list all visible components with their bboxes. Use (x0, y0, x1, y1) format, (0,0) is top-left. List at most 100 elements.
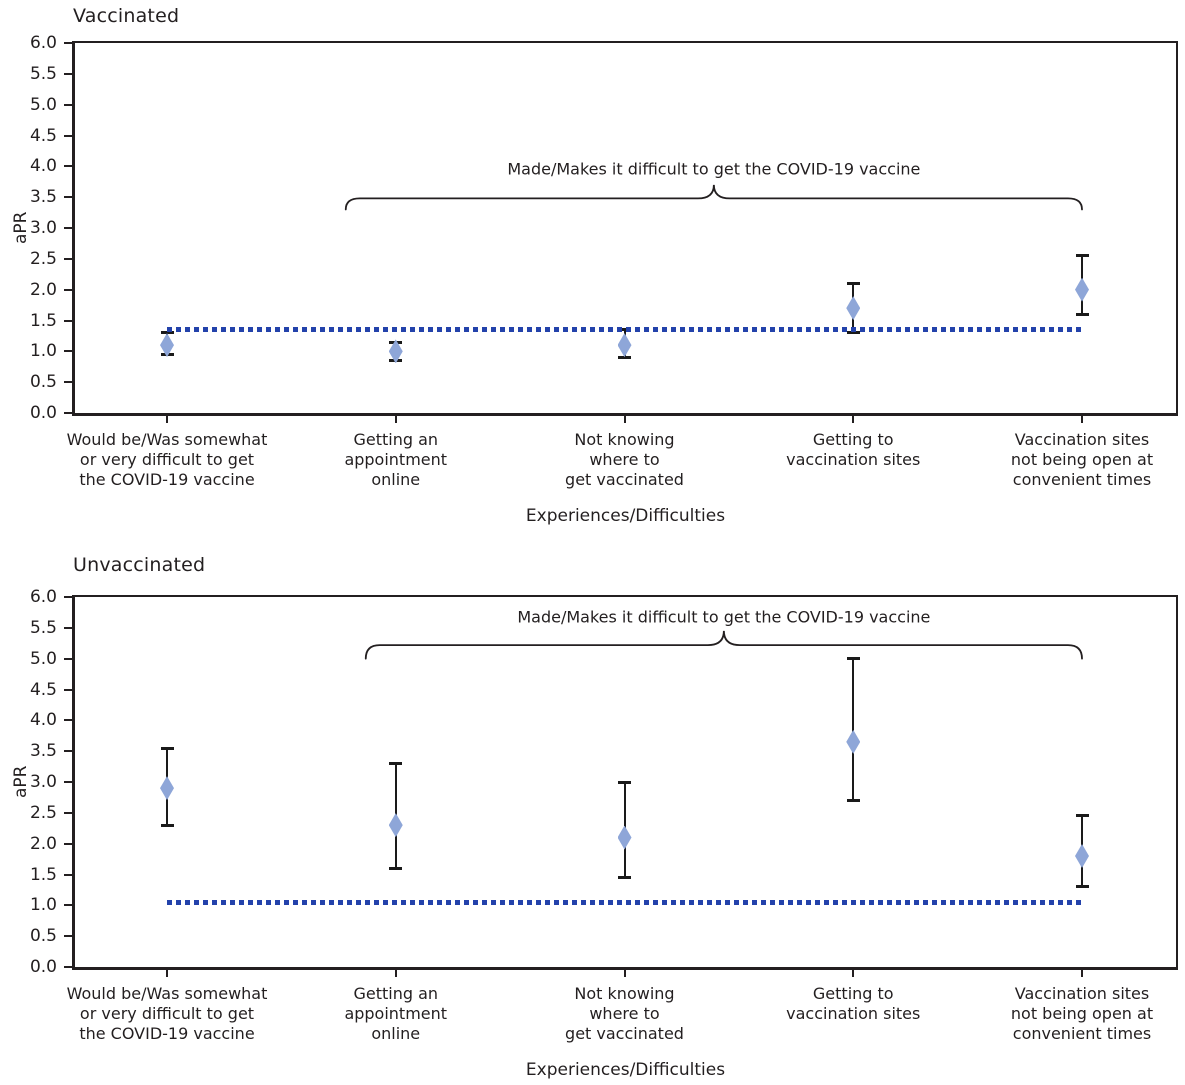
error-bar-cap-bottom (389, 866, 403, 870)
y-axis-tick-label: 2.0 (29, 833, 57, 854)
y-axis-tick-label: 4.5 (29, 679, 57, 700)
category-label: Getting an appointment online (261, 430, 531, 490)
category-label-line: Vaccination sites (1014, 984, 1150, 1003)
category-label-line: not being open at (1010, 1004, 1154, 1023)
chart-title: Unvaccinated (73, 554, 206, 576)
category-label-line: the COVID-19 vaccine (79, 470, 255, 489)
brace-path (364, 630, 1083, 660)
y-axis-tick (64, 842, 72, 845)
category-label-line: appointment (344, 1004, 448, 1023)
plot-area: aPR Experiences/Difficulties 0.0 0.5 1.0 1.… (11, 33, 1178, 526)
x-axis-tick (1081, 970, 1083, 977)
brace (344, 184, 1083, 211)
y-axis-tick-label: 2.5 (29, 248, 57, 269)
y-axis-tick-label: 1.5 (29, 310, 57, 331)
error-bar-cap-bottom (846, 799, 860, 802)
y-axis-tick-label: 4.0 (29, 156, 57, 177)
y-axis-tick (64, 103, 72, 106)
y-axis-tick (64, 288, 72, 291)
y-axis-tick-label: 5.5 (29, 617, 57, 638)
error-bar-cap-top (160, 746, 174, 750)
x-axis-tick (1081, 416, 1083, 423)
error-bar (852, 658, 855, 801)
category-label-line: or very difficult to get (79, 450, 255, 469)
category-label-line: not being open at (1010, 450, 1154, 469)
category-label-line: appointment (344, 450, 448, 469)
data-point-diamond (846, 729, 861, 754)
y-axis-tick (64, 811, 72, 814)
category-label-line: the COVID-19 vaccine (79, 1024, 255, 1043)
category-label-line: where to (589, 450, 660, 469)
category-label-line: where to (589, 1004, 660, 1023)
y-axis-tick (64, 412, 72, 414)
brace-annotation-text: Made/Makes it difficult to get the COVID… (517, 607, 931, 627)
error-bar-cap-top (1075, 814, 1089, 818)
data-point-diamond (160, 776, 174, 801)
x-axis-tick (852, 416, 855, 423)
chart-unvaccinated: Unvaccinated aPR Experiences/Difficultie… (0, 545, 1185, 1085)
category-label-line: or very difficult to get (79, 1004, 255, 1023)
x-axis-tick (394, 970, 397, 977)
y-axis-tick (64, 257, 72, 260)
x-axis-tick (623, 416, 626, 423)
y-axis-tick (64, 657, 72, 660)
error-bar-cap-top (846, 657, 860, 661)
data-point-diamond (617, 825, 632, 850)
error-bar-cap-bottom (1075, 885, 1089, 889)
y-axis-tick-label: 1.0 (29, 895, 57, 916)
y-axis-tick-label: 0.5 (29, 926, 57, 947)
x-axis-tick (166, 416, 168, 423)
error-bar-cap-bottom (160, 823, 174, 827)
category-label-line: Getting to (812, 984, 894, 1003)
y-axis-tick-label: 1.5 (29, 864, 57, 885)
x-axis-tick (623, 970, 626, 977)
error-bar-cap-bottom (846, 331, 860, 335)
category-label-line: Getting to (812, 430, 894, 449)
error-bar-cap-top (846, 282, 860, 285)
y-axis-tick (64, 966, 72, 968)
y-axis-tick (64, 350, 72, 353)
y-axis-tick-label: 5.5 (29, 63, 57, 84)
y-axis-tick-label: 0.0 (29, 957, 57, 977)
y-axis-tick (64, 381, 72, 384)
category-label-line: get vaccinated (565, 1024, 684, 1043)
y-axis-tick-label: 6.0 (29, 33, 57, 53)
error-bar-cap-bottom (618, 876, 631, 880)
category-label-line: convenient times (1012, 470, 1152, 489)
error-bar-cap-top (1075, 254, 1089, 258)
y-axis-tick (64, 596, 72, 598)
chart-vaccinated: Vaccinated aPR Experiences/Difficulties … (11, 5, 1178, 526)
y-axis-tick-label: 0.0 (29, 403, 57, 423)
brace (364, 630, 1083, 660)
category-label: Not knowing where to get vaccinated (490, 430, 760, 490)
y-axis-tick-label: 5.0 (29, 648, 57, 669)
plot-area: aPR Experiences/Difficulties 0.0 0.5 1.0 1.… (11, 587, 1178, 1080)
y-axis-tick (64, 904, 72, 907)
x-axis-title: Experiences/Difficulties (525, 506, 726, 526)
category-label: Getting to vaccination sites (718, 984, 988, 1024)
y-axis-tick (64, 688, 72, 691)
y-axis-tick-label: 2.0 (29, 279, 57, 300)
category-label-line: Would be/Was somewhat (66, 430, 268, 449)
reference-dotted-line (167, 899, 1082, 905)
y-axis-tick (64, 750, 72, 753)
y-axis-tick-label: 3.0 (29, 218, 57, 238)
category-label: Would be/Was somewhat or very difficult t… (32, 430, 302, 490)
y-axis-tick-label: 3.0 (29, 772, 57, 792)
category-label-line: Not knowing (574, 430, 675, 449)
y-axis-tick-label: 5.0 (29, 94, 57, 115)
category-label-line: get vaccinated (565, 470, 684, 489)
category-label-line: vaccination sites (786, 1004, 921, 1023)
x-axis-title: Experiences/Difficulties (525, 1060, 726, 1080)
category-label-line: online (371, 1024, 421, 1043)
category-label: Would be/Was somewhat or very difficult t… (32, 984, 302, 1044)
data-point-diamond (1075, 844, 1089, 868)
y-axis-tick (64, 42, 72, 44)
y-axis-tick (64, 719, 72, 722)
data-point-diamond (388, 339, 403, 364)
category-label: Getting an appointment online (261, 984, 531, 1044)
data-point-diamond (1075, 277, 1089, 302)
category-label-line: Getting an (353, 984, 439, 1003)
error-bar-cap-top (618, 780, 631, 784)
